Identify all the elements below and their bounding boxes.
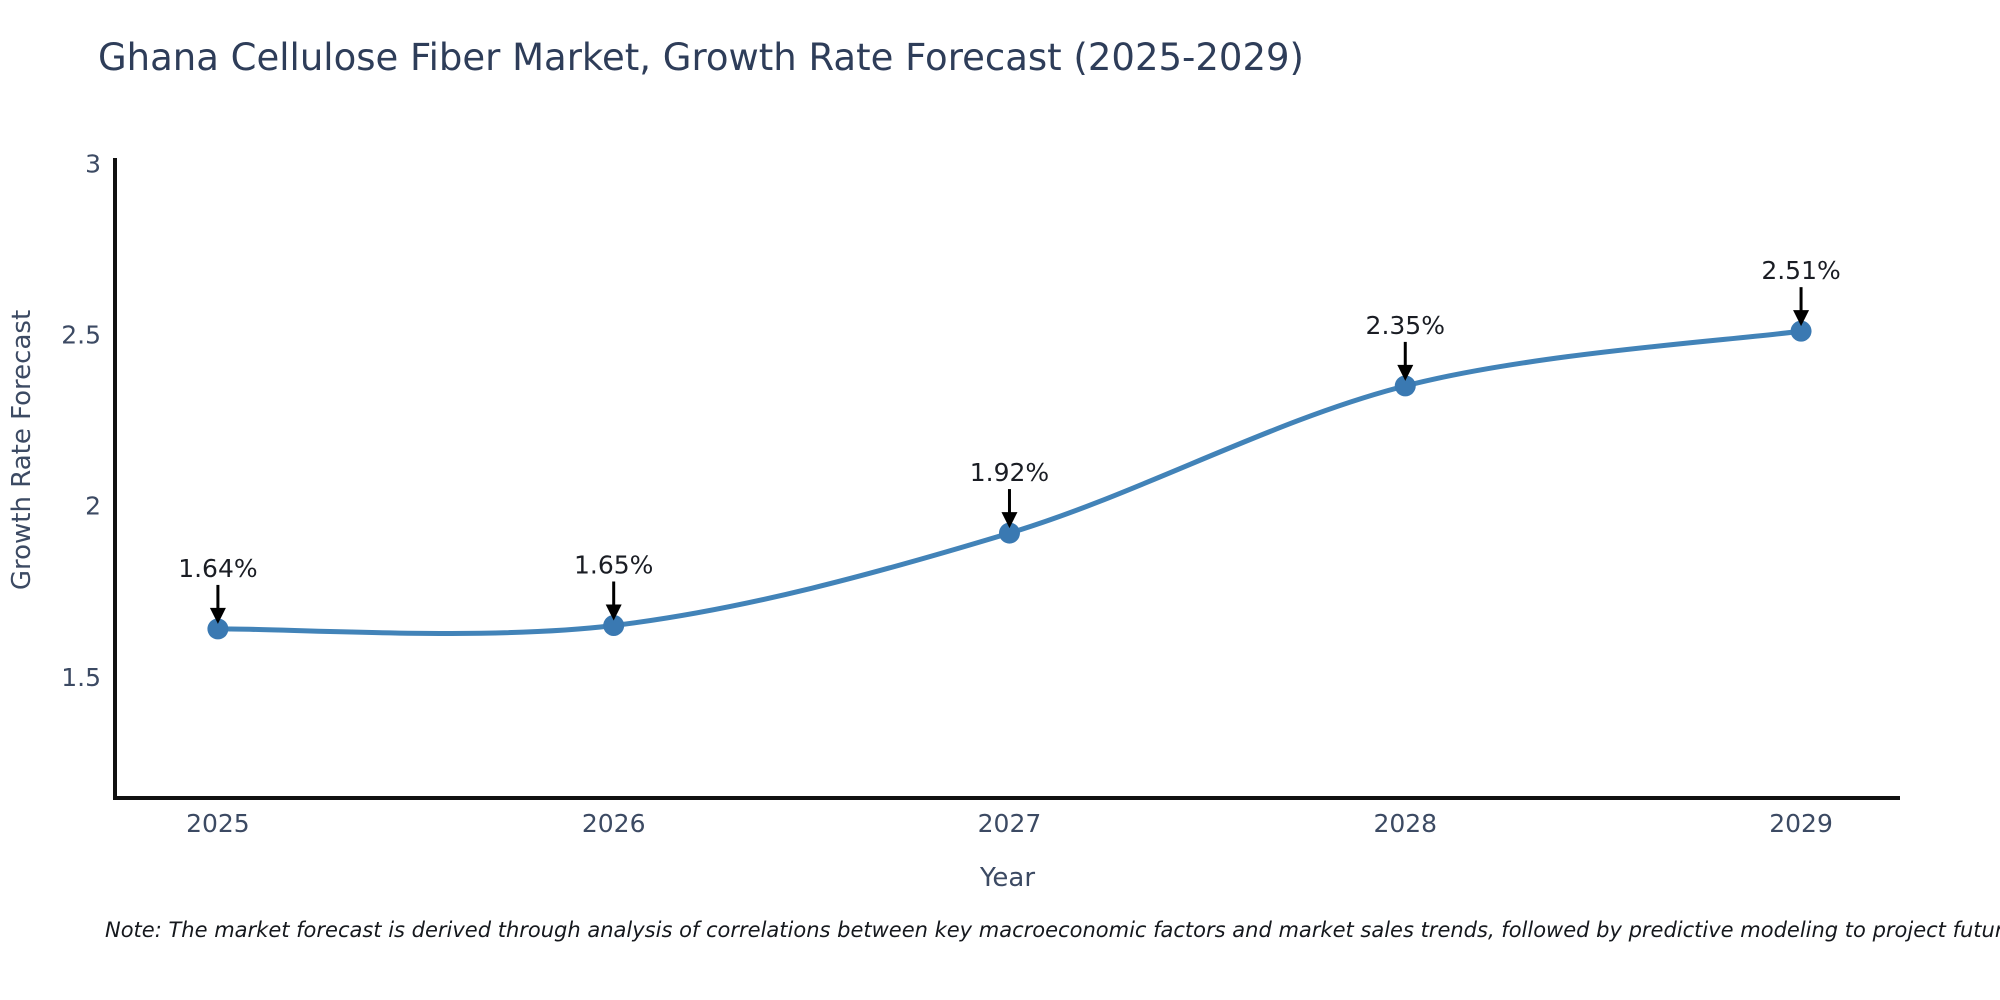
chart-footnote: Note: The market forecast is derived thr… [105, 918, 2000, 942]
data-point-label: 1.64% [178, 554, 257, 583]
data-point-marker[interactable] [603, 614, 625, 636]
annotation-arrowhead-icon [1793, 310, 1810, 327]
data-point-label: 2.35% [1366, 311, 1445, 340]
x-tick-label: 2028 [1373, 809, 1437, 838]
data-point-label: 1.65% [574, 550, 653, 579]
data-point-label: 2.51% [1761, 256, 1840, 285]
chart-title: Ghana Cellulose Fiber Market, Growth Rat… [98, 36, 1304, 79]
data-point-marker[interactable] [207, 618, 229, 640]
annotation-arrowhead-icon [1397, 364, 1414, 381]
annotation-arrowhead-icon [209, 607, 226, 624]
x-tick-label: 2027 [978, 809, 1042, 838]
x-axis-title: Year [979, 863, 1035, 893]
y-axis-title: Growth Rate Forecast [7, 310, 37, 590]
y-tick-label: 1.5 [61, 663, 101, 692]
x-tick-label: 2025 [186, 809, 250, 838]
y-tick-label: 2 [85, 492, 101, 521]
x-tick-label: 2026 [582, 809, 646, 838]
annotation-arrowhead-icon [1001, 512, 1018, 529]
y-tick-label: 3 [85, 149, 101, 178]
annotation-arrowhead-icon [605, 604, 622, 621]
data-point-label: 1.92% [970, 458, 1049, 487]
data-point-marker[interactable] [1394, 375, 1416, 397]
x-tick-label: 2029 [1769, 809, 1833, 838]
data-point-marker[interactable] [1790, 320, 1812, 342]
y-tick-label: 2.5 [61, 321, 101, 350]
data-point-marker[interactable] [998, 522, 1020, 544]
